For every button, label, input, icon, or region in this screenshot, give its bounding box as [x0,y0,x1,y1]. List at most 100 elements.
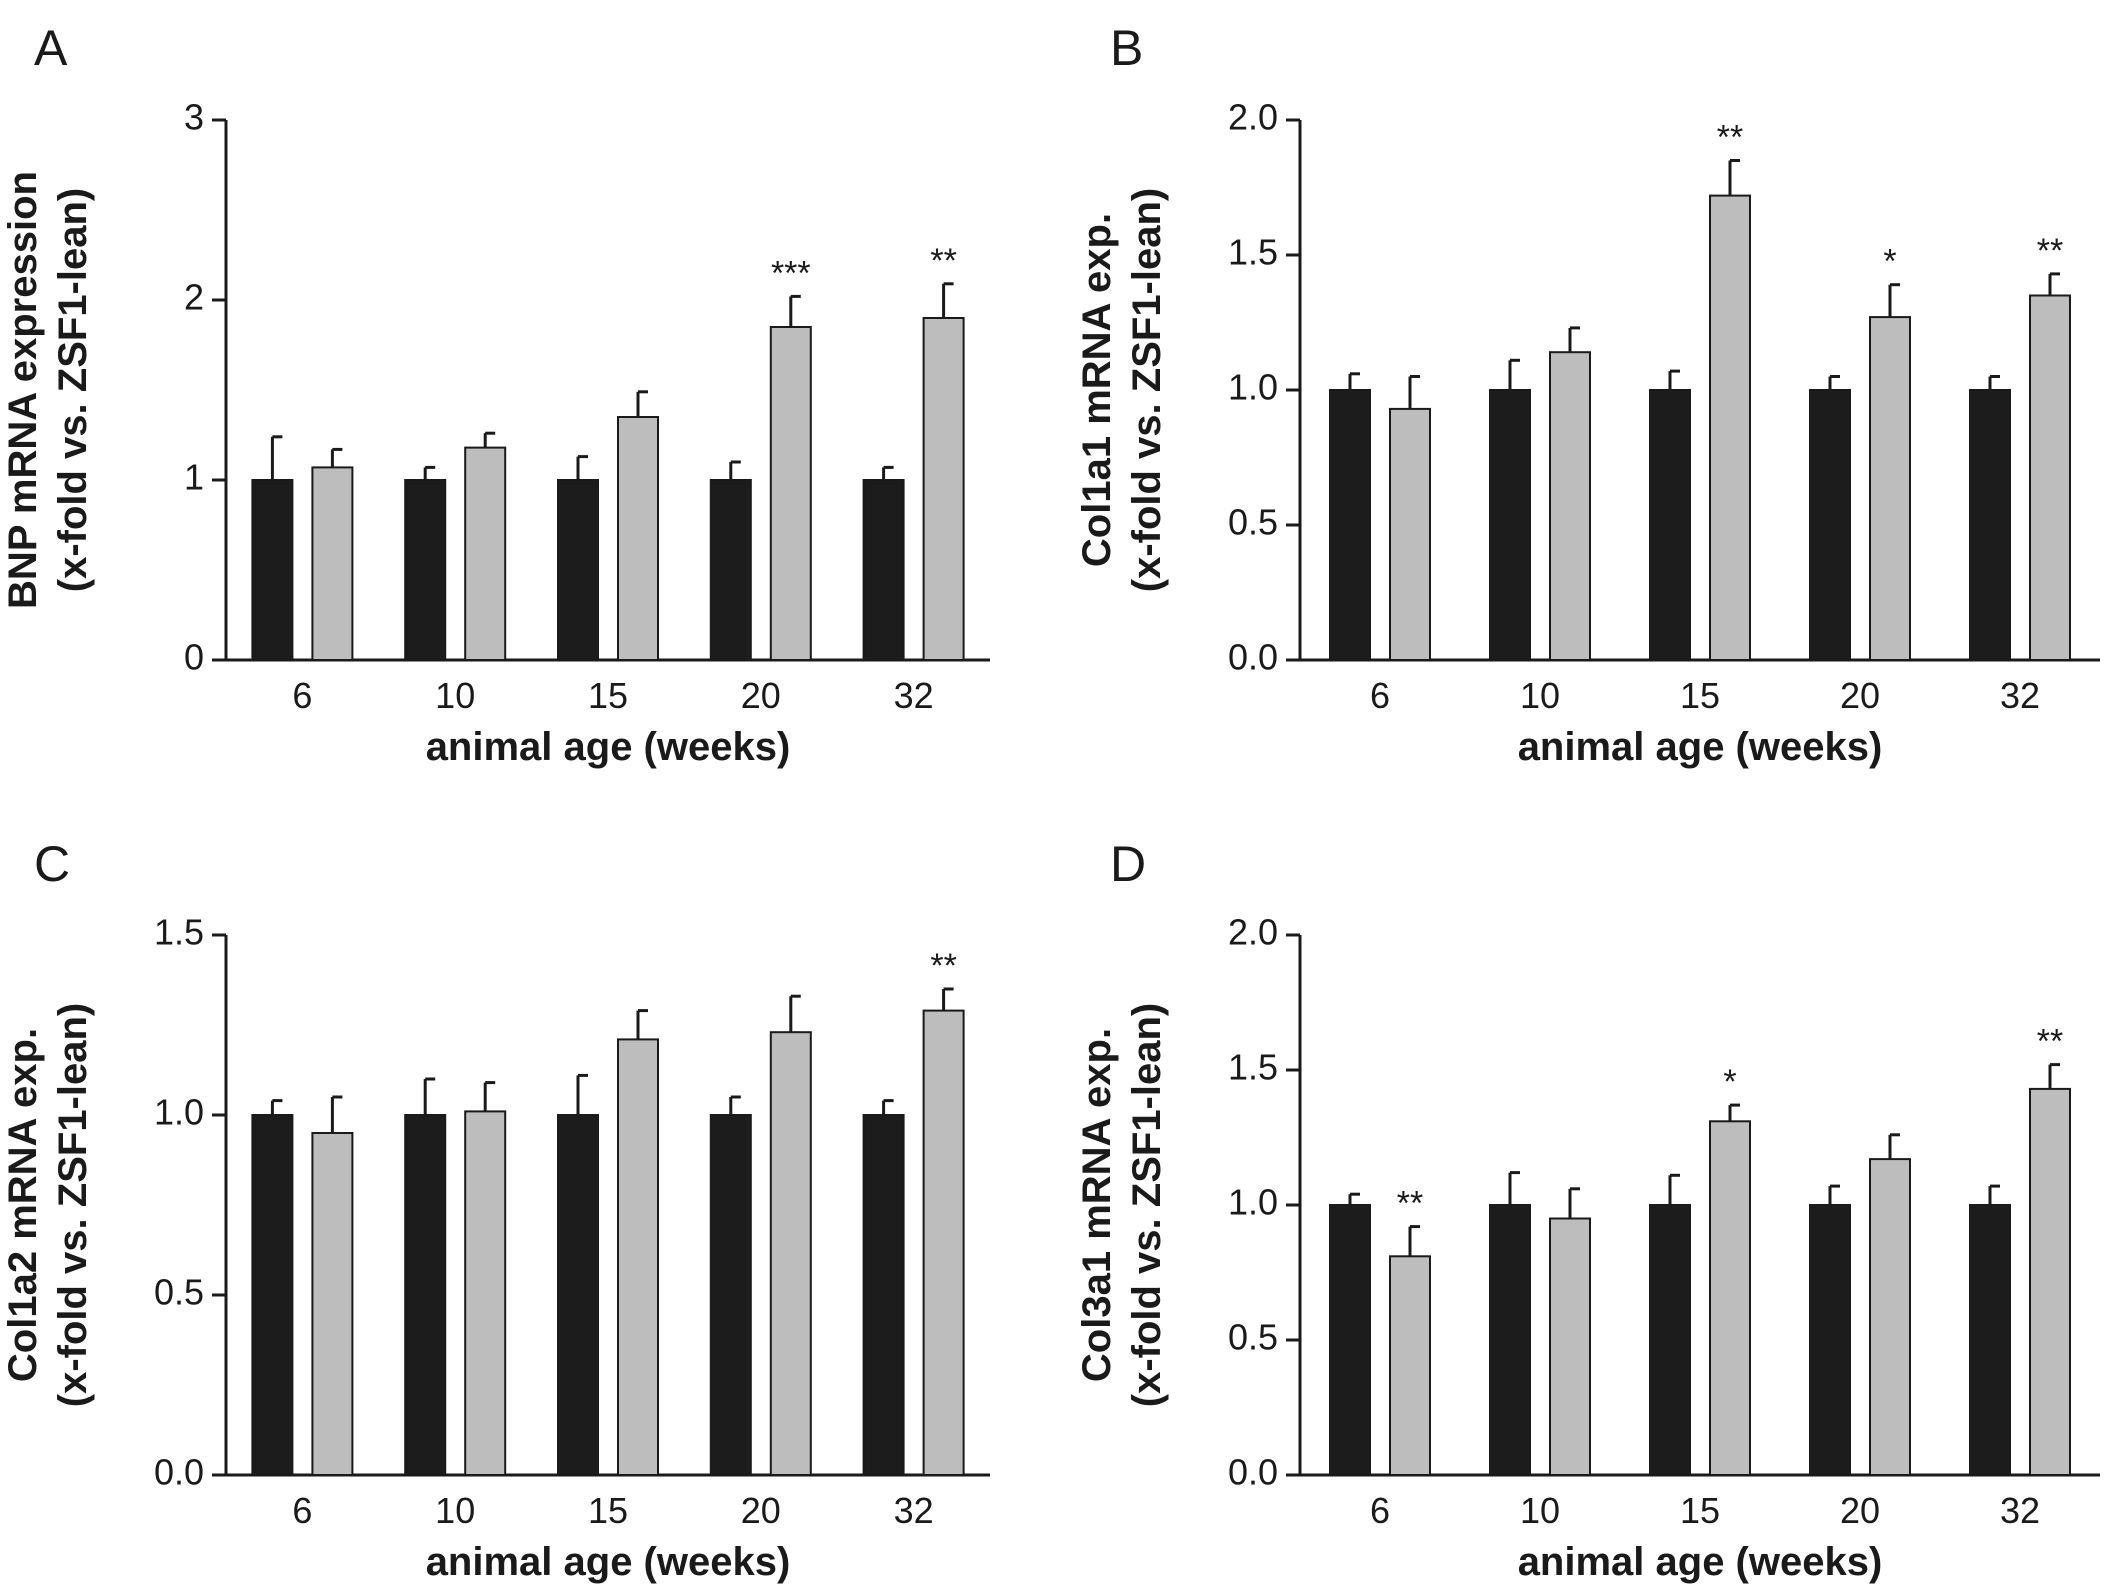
bar-lean [404,1114,447,1476]
x-tick-label: 20 [1840,1490,1880,1531]
bar-lean [1809,1204,1851,1476]
bar-obese [922,317,965,661]
bar-obese [617,416,659,661]
x-tick-label: 15 [1680,675,1720,716]
x-tick-label: 15 [1680,1490,1720,1531]
bar-lean [1489,1204,1531,1476]
bar-lean [1489,389,1531,661]
panel-b: B 0.0 0.5 1.0 1.5 2.0 6 10 ** 15 * 20 ** 32 animal age… [1075,20,2100,769]
y-axis-title: BNP mRNA expression [1,171,45,609]
y-axis-title: Col1a2 mRNA exp. [1,1028,45,1382]
bar-obese [922,1009,965,1476]
significance-label: *** [771,254,811,292]
bar-lean [1969,389,2011,661]
panel-letter: A [34,20,68,76]
y-tick-label: 0.0 [1228,1452,1278,1493]
x-tick-label: 10 [1520,675,1560,716]
bar-lean [251,1114,294,1476]
y-tick-label: 1.5 [1228,1047,1278,1088]
y-tick-label: 1.0 [154,1092,204,1133]
bar-obese [769,1031,812,1476]
bar-lean [862,479,905,661]
y-axis-title: Col1a1 mRNA exp. [1075,213,1119,567]
y-tick-label: 0.0 [154,1452,204,1493]
panel-letter: C [34,836,70,892]
y-tick-label: 0.5 [1228,502,1278,543]
y-tick-label: 0.5 [1228,1317,1278,1358]
panel-letter: B [1110,20,1143,76]
bar-obese [1709,1120,1751,1477]
bar-obese [769,326,812,661]
significance-label: ** [930,947,956,985]
x-tick-label: 32 [894,1490,934,1531]
significance-label: ** [1397,1185,1423,1223]
bar-obese [1389,407,1431,661]
bar-lean [251,479,294,661]
x-tick-label: 10 [1520,1490,1560,1531]
bar-obese [1709,194,1751,661]
x-axis-title: animal age (weeks) [426,1540,791,1584]
y-tick-label: 1.5 [1228,232,1278,273]
significance-label: ** [1717,119,1743,157]
x-axis-title: animal age (weeks) [1518,1540,1883,1584]
x-tick-label: 6 [1370,1490,1390,1531]
x-tick-label: 10 [435,675,475,716]
bar-obese [464,1110,507,1477]
bar-obese [1389,1255,1431,1477]
y-tick-label: 2.0 [1228,912,1278,953]
y-axis-title: Col3a1 mRNA exp. [1075,1028,1119,1382]
bar-lean [1969,1204,2011,1476]
y-tick-label: 0 [184,637,204,678]
bar-lean [709,1114,752,1476]
y-tick-label: 2.0 [1228,97,1278,138]
x-tick-label: 20 [1840,675,1880,716]
x-tick-label: 32 [2000,1490,2040,1531]
x-tick-label: 20 [741,1490,781,1531]
panel-d: D 0.0 0.5 1.0 1.5 2.0 ** 6 10 * 15 20 ** 32 animal age… [1075,836,2100,1584]
x-tick-label: 6 [1370,675,1390,716]
bar-lean [709,479,752,661]
y-tick-label: 0.5 [154,1272,204,1313]
y-tick-label: 1.5 [154,912,204,953]
panel-a: A 0 1 2 3 6 10 15 *** 20 ** 32 animal age (weeks) BNP… [1,20,990,769]
bar-obese [464,446,507,661]
bar-obese [1869,1158,1911,1476]
significance-label: * [1883,243,1896,281]
y-tick-label: 2 [184,277,204,318]
significance-label: ** [2037,1023,2063,1061]
bar-obese [1549,1217,1591,1476]
bar-obese [1869,316,1911,661]
bar-lean [1649,1204,1691,1476]
significance-label: * [1723,1063,1736,1101]
x-axis-title: animal age (weeks) [1518,725,1883,769]
panel-letter: D [1110,836,1146,892]
y-tick-label: 3 [184,97,204,138]
bar-lean [862,1114,905,1476]
x-tick-label: 15 [588,675,628,716]
bar-lean [404,479,447,661]
significance-label: ** [2037,232,2063,270]
bar-obese [311,466,354,661]
bar-obese [1549,351,1591,661]
bar-obese [2029,1087,2071,1477]
bar-obese [2029,294,2071,661]
bar-lean [1329,389,1371,661]
y-tick-label: 1.0 [1228,1182,1278,1223]
bar-lean [1649,389,1691,661]
bar-lean [1329,1204,1371,1476]
x-axis-title: animal age (weeks) [426,725,791,769]
x-tick-label: 32 [894,675,934,716]
bar-lean [557,479,599,661]
panel-c: C 0.0 0.5 1.0 1.5 6 10 15 20 ** 32 animal age (week… [1,836,990,1584]
y-tick-label: 1 [184,457,204,498]
y-axis-title: (x-fold vs. ZSF1-lean) [1125,188,1169,593]
y-axis-title: (x-fold vs. ZSF1-lean) [51,188,95,593]
bar-obese [617,1038,659,1477]
bar-obese [311,1132,354,1476]
y-tick-label: 0.0 [1228,637,1278,678]
x-tick-label: 6 [292,675,312,716]
y-tick-label: 1.0 [1228,367,1278,408]
x-tick-label: 32 [2000,675,2040,716]
bar-lean [1809,389,1851,661]
